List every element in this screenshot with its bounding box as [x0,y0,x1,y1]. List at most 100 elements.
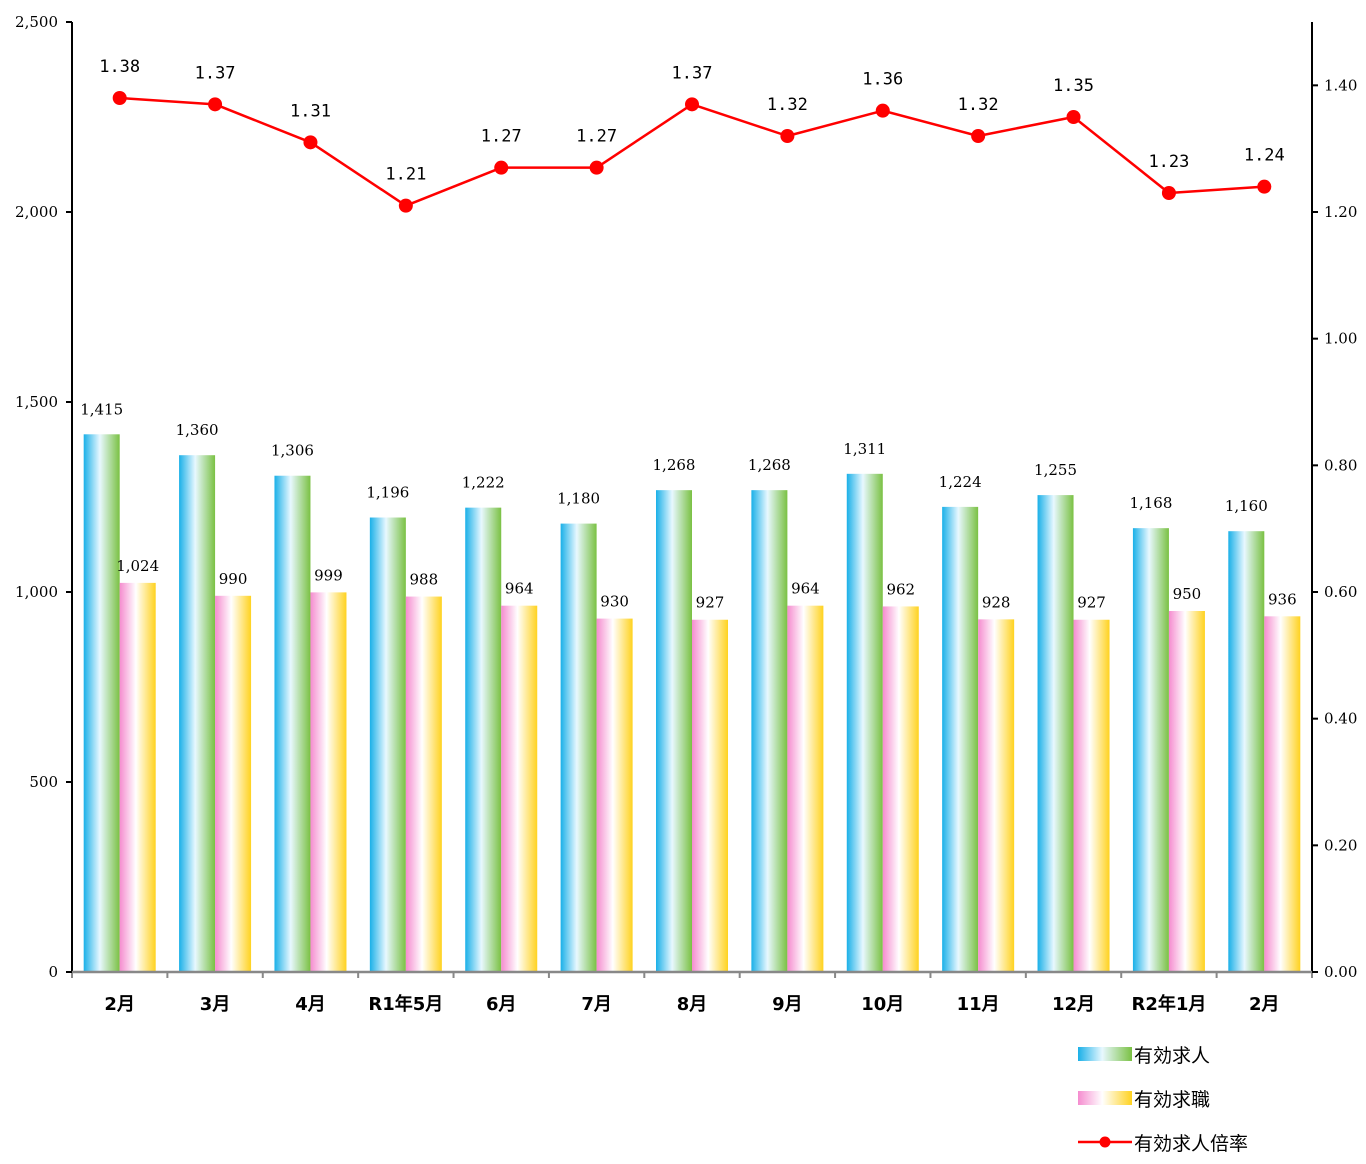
ratio-point [398,198,413,213]
data-label-seekers: 927 [1077,594,1106,612]
data-label-ratio: 1.27 [576,127,617,147]
ratio-point [112,91,127,105]
ratio-point [685,97,699,112]
bar-seekers [787,605,824,972]
bar-seekers [501,605,538,972]
x-tick-label: 2月 [104,994,135,1015]
legend-label-ratio: 有効求人倍率 [1134,1132,1249,1155]
data-label-jobs: 1,180 [557,490,600,508]
data-label-seekers: 928 [982,593,1011,611]
ratio-line-segment [691,103,788,138]
data-label-seekers: 950 [1173,585,1202,603]
data-label-ratio: 1.35 [1053,76,1094,96]
bar-seekers [882,606,919,972]
bar-seekers [692,619,728,972]
data-label-jobs: 1,196 [366,484,409,502]
y-right-tick-label: 1.40 [1324,76,1357,94]
data-label-seekers: 930 [600,593,629,611]
data-label-jobs: 1,415 [80,400,123,418]
x-tick-label: 9月 [772,994,803,1015]
data-label-ratio: 1.24 [1244,146,1285,166]
data-label-seekers: 936 [1268,590,1297,608]
y-right-tick-label: 1.00 [1324,330,1357,348]
ratio-line-segment [787,109,884,138]
data-label-ratio: 1.27 [481,127,522,147]
y-right-tick-label: 0.40 [1324,710,1357,728]
bar-seekers [310,592,347,972]
x-tick-label: 3月 [200,994,231,1015]
legend-swatch-ratio [1078,1136,1132,1148]
bar-jobs [656,490,692,972]
y-left-tick-label: 0 [48,963,58,981]
data-label-seekers: 990 [219,570,248,588]
data-label-ratio: 1.31 [290,101,331,121]
ratio-point [208,97,223,112]
data-label-seekers: 927 [696,594,725,612]
data-label-jobs: 1,360 [176,421,219,439]
bar-jobs [83,434,120,972]
ratio-point [589,160,604,175]
bar-seekers [978,619,1015,972]
y-right-tick-label: 0.80 [1324,456,1357,474]
ratio-line-segment [882,109,979,138]
bar-jobs [942,506,979,972]
bar-jobs [560,523,597,972]
data-label-seekers: 1,024 [116,557,159,575]
data-label-ratio: 1.32 [767,95,808,115]
data-label-jobs: 1,168 [1129,494,1172,512]
ratio-line-segment [119,96,216,106]
ratio-point [1066,110,1081,124]
ratio-point [971,129,986,143]
data-label-ratio: 1.37 [672,63,713,83]
bar-jobs [1037,495,1074,972]
ratio-line-segment [309,141,407,207]
x-tick-label: R1年5月 [368,993,443,1015]
bar-jobs [465,507,502,972]
bar-jobs [179,455,216,972]
y-left-tick-label: 2,000 [15,203,58,221]
x-tick-label: 2月 [1249,994,1280,1015]
data-label-ratio: 1.32 [958,95,999,115]
y-right-tick-label: 1.20 [1324,203,1357,221]
ratio-point [1161,186,1176,200]
bar-jobs [369,517,406,972]
data-label-jobs: 1,160 [1225,497,1268,515]
data-label-seekers: 999 [314,566,343,584]
data-label-seekers: 988 [410,571,439,589]
bar-seekers [1073,619,1110,972]
ratio-line-segment [595,103,693,169]
legend: 有効求人 有効求職 有効求人倍率 [1078,1032,1358,1164]
data-label-seekers: 964 [791,580,820,598]
y-right-tick-label: 0.60 [1324,583,1357,601]
legend-label-seekers: 有効求職 [1134,1088,1211,1111]
legend-item-jobs: 有効求人 [1078,1032,1358,1076]
x-tick-label: 10月 [861,994,904,1015]
bar-jobs [1132,528,1169,972]
y-left-tick-label: 500 [29,773,58,791]
bar-seekers [1264,616,1301,972]
x-tick-label: 4月 [295,994,326,1015]
bar-seekers [215,595,252,972]
bar-jobs [1228,531,1265,972]
bar-jobs [846,473,883,972]
data-label-jobs: 1,306 [271,442,314,460]
x-tick-label: 12月 [1052,994,1095,1015]
ratio-point [780,129,795,143]
data-label-seekers: 964 [505,580,534,598]
data-label-jobs: 1,311 [843,440,886,458]
data-label-ratio: 1.37 [195,63,236,83]
data-label-jobs: 1,268 [748,456,791,474]
y-right-tick-label: 0.20 [1324,836,1357,854]
x-tick-label: 11月 [957,994,1000,1015]
data-label-jobs: 1,255 [1034,461,1077,479]
legend-swatch-seekers [1078,1091,1132,1105]
y-left-tick-label: 1,000 [15,583,58,601]
ratio-line-segment [405,166,502,207]
ratio-line-segment [1168,185,1265,195]
data-label-jobs: 1,268 [653,456,696,474]
x-tick-label: R2年1月 [1131,993,1206,1015]
ratio-line-segment [977,115,1074,138]
ratio-point [1257,179,1272,194]
bar-jobs [751,490,788,972]
